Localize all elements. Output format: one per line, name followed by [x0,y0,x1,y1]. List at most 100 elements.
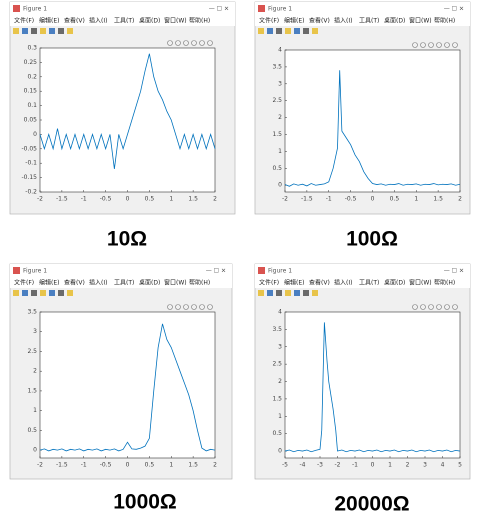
menu-item[interactable]: 工具(T) [359,280,379,287]
menu-item[interactable]: 窗口(W) [164,17,187,25]
x-tick-label: 0 [126,196,130,203]
toolbar-icon[interactable] [40,290,46,296]
toolbar-icon[interactable] [294,290,300,296]
axes-tool[interactable] [444,42,450,48]
menu-item[interactable]: 编辑(E) [284,279,304,287]
toolbar-icon[interactable] [13,28,19,34]
menu-item[interactable]: 窗口(W) [409,17,432,25]
menu-item[interactable]: 编辑(E) [39,17,59,25]
axes-tool[interactable] [428,304,434,310]
toolbar-icon[interactable] [40,28,46,34]
axes-tool[interactable] [420,42,426,48]
menu-item[interactable]: 查看(V) [309,279,330,287]
toolbar-icon[interactable] [285,290,291,296]
y-tick-label: 1 [278,413,282,420]
menu-item[interactable]: 帮助(H) [434,17,455,25]
axes-tool[interactable] [436,42,442,48]
axes-tool[interactable] [167,40,173,46]
menu-item[interactable]: 插入(I) [334,17,352,25]
x-tick-label: -3 [317,462,323,469]
axes-tool[interactable] [175,304,181,310]
menu-item[interactable]: 窗口(W) [164,279,187,287]
toolbar-icon[interactable] [276,290,282,296]
x-tick-label: -2 [335,462,341,469]
toolbar-icon[interactable] [267,28,273,34]
x-tick-label: 1 [169,462,173,469]
toolbar-icon[interactable] [303,290,309,296]
axes-tool[interactable] [436,304,442,310]
x-tick-label: 0 [126,462,130,469]
menu-item[interactable]: 文件(F) [259,17,279,25]
y-tick-label: 1.5 [272,395,282,402]
toolbar-icon[interactable] [22,290,28,296]
y-tick-label: 3 [33,328,37,335]
toolbar-icon[interactable] [267,290,273,296]
toolbar-icon[interactable] [303,28,309,34]
menu-item[interactable]: 桌面(D) [384,17,405,25]
toolbar-icon[interactable] [13,290,19,296]
toolbar-icon[interactable] [67,290,73,296]
x-tick-label: 5 [458,462,462,469]
menu-item[interactable]: 插入(I) [89,279,107,287]
axes-tool[interactable] [167,304,173,310]
menu-item[interactable]: 编辑(E) [39,279,59,287]
axes-tool[interactable] [199,304,205,310]
axes-tool[interactable] [412,42,418,48]
menu-item[interactable]: 插入(I) [89,17,107,25]
toolbar-icon[interactable] [276,28,282,34]
y-tick-label: 3 [278,343,282,350]
toolbar-icon[interactable] [258,28,264,34]
x-tick-label: -1.5 [56,462,68,469]
toolbar-icon[interactable] [285,28,291,34]
axes-tool[interactable] [207,40,213,46]
menu-item[interactable]: 帮助(H) [189,17,210,25]
axes-tool[interactable] [452,42,458,48]
menu-item[interactable]: 文件(F) [14,17,34,25]
menu-item[interactable]: 工具(T) [359,18,379,25]
menu-item[interactable]: 桌面(D) [139,279,160,287]
menu-item[interactable]: 查看(V) [64,279,85,287]
x-tick-label: -2 [282,196,288,203]
axes-tool[interactable] [199,40,205,46]
y-tick-label: -0.05 [21,145,37,152]
toolbar-icon[interactable] [31,290,37,296]
window-title: Figure 1 [23,6,47,13]
x-tick-label: -2 [37,462,43,469]
axes-tool[interactable] [191,304,197,310]
menu-item[interactable]: 桌面(D) [384,279,405,287]
menu-item[interactable]: 文件(F) [14,279,34,287]
axes-tool[interactable] [183,40,189,46]
menu-item[interactable]: 查看(V) [309,17,330,25]
toolbar-icon[interactable] [312,28,318,34]
axes-tool[interactable] [444,304,450,310]
axes-tool[interactable] [207,304,213,310]
toolbar-icon[interactable] [67,28,73,34]
toolbar-icon[interactable] [58,28,64,34]
menu-item[interactable]: 帮助(H) [434,279,455,287]
menu-item[interactable]: 插入(I) [334,279,352,287]
toolbar-icon[interactable] [258,290,264,296]
toolbar-icon[interactable] [58,290,64,296]
toolbar-icon[interactable] [49,28,55,34]
toolbar-icon[interactable] [49,290,55,296]
axes-tool[interactable] [191,40,197,46]
menu-item[interactable]: 桌面(D) [139,17,160,25]
axes-tool[interactable] [175,40,181,46]
axes-tool[interactable] [183,304,189,310]
menu-item[interactable]: 帮助(H) [189,279,210,287]
menu-item[interactable]: 编辑(E) [284,17,304,25]
toolbar-icon[interactable] [31,28,37,34]
menu-item[interactable]: 工具(T) [114,280,134,287]
menu-item[interactable]: 工具(T) [114,18,134,25]
menu-item[interactable]: 文件(F) [259,279,279,287]
menu-item[interactable]: 窗口(W) [409,279,432,287]
axes-tool[interactable] [412,304,418,310]
toolbar-icon[interactable] [22,28,28,34]
menu-item[interactable]: 查看(V) [64,17,85,25]
toolbar-icon[interactable] [312,290,318,296]
toolbar-icon[interactable] [294,28,300,34]
axes-tool[interactable] [428,42,434,48]
axes-tool[interactable] [420,304,426,310]
x-tick-label: 0.5 [145,196,155,203]
axes-tool[interactable] [452,304,458,310]
